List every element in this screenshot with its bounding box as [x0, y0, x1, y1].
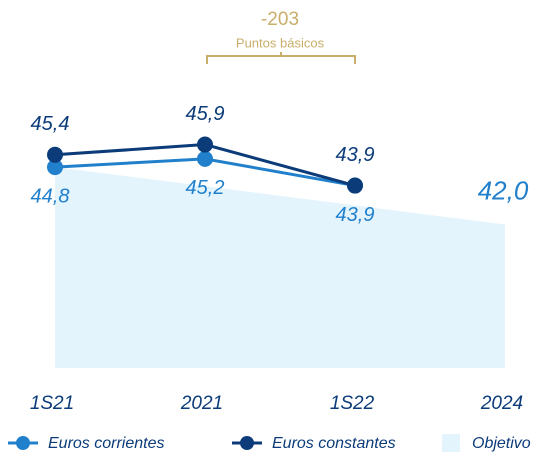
data-label: 45,9	[186, 103, 225, 125]
point	[197, 136, 213, 153]
x-tick-label: 1S22	[330, 393, 375, 414]
point	[47, 146, 63, 163]
annotation-bracket	[206, 52, 356, 64]
legend-label: Objetivo	[472, 435, 531, 452]
x-tick-label: 1S21	[30, 393, 74, 414]
legend-label: Euros constantes	[272, 435, 396, 452]
data-label: 42,0	[478, 175, 529, 205]
point	[197, 150, 213, 167]
x-tick-label: 2021	[180, 393, 223, 414]
area	[55, 167, 505, 368]
point	[47, 159, 63, 176]
x-tick-label: 2024	[480, 393, 523, 414]
annotation-value: -203	[261, 9, 299, 30]
point	[347, 177, 363, 194]
data-label: 45,4	[31, 113, 70, 135]
data-label: 44,8	[31, 185, 70, 207]
data-label: 45,2	[186, 177, 225, 199]
annotation-label: Puntos básicos	[236, 35, 325, 50]
legend-swatch	[442, 434, 460, 452]
legend-dot	[16, 436, 30, 450]
data-label: 43,9	[336, 144, 375, 166]
data-label: 43,9	[336, 204, 375, 226]
legend-label: Euros corrientes	[48, 435, 165, 452]
legend-dot	[240, 436, 254, 450]
